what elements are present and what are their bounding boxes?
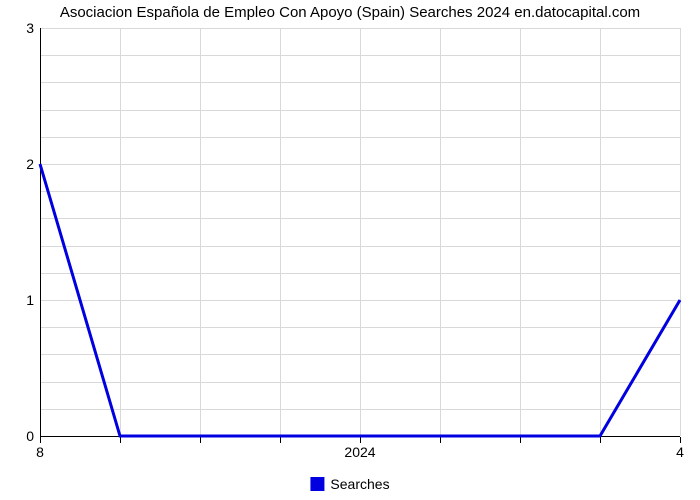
x-tick-mark <box>40 437 41 443</box>
line-layer <box>40 28 680 436</box>
y-tick-label: 1 <box>14 292 34 308</box>
x-tick-mark <box>680 437 681 443</box>
series-line <box>40 164 680 436</box>
x-tick-mark <box>440 437 441 443</box>
x-tick-mark <box>360 437 361 443</box>
y-tick-label: 3 <box>14 20 34 36</box>
x-tick-label: 8 <box>36 444 44 460</box>
plot-area: 0123842024 <box>40 28 680 436</box>
y-tick-label: 0 <box>14 428 34 444</box>
legend-swatch <box>310 477 324 491</box>
grid-line-v <box>680 28 681 436</box>
x-tick-label: 2024 <box>344 444 375 460</box>
x-tick-mark <box>280 437 281 443</box>
chart-title: Asociacion Española de Empleo Con Apoyo … <box>0 4 700 21</box>
x-tick-mark <box>520 437 521 443</box>
chart-container: Asociacion Española de Empleo Con Apoyo … <box>0 0 700 500</box>
legend-label: Searches <box>330 476 389 492</box>
x-tick-mark <box>200 437 201 443</box>
x-tick-mark <box>600 437 601 443</box>
x-tick-label: 4 <box>676 444 684 460</box>
legend: Searches <box>310 476 389 492</box>
y-tick-label: 2 <box>14 156 34 172</box>
x-tick-mark <box>120 437 121 443</box>
